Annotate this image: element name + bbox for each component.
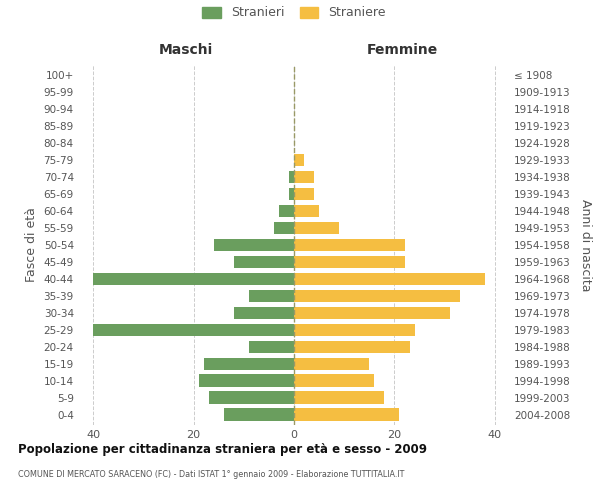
Bar (274, 222, 294, 234)
Bar (294, 306, 450, 320)
Text: COMUNE DI MERCATO SARACENO (FC) - Dati ISTAT 1° gennaio 2009 - Elaborazione TUTT: COMUNE DI MERCATO SARACENO (FC) - Dati I… (18, 470, 404, 479)
Text: Popolazione per cittadinanza straniera per età e sesso - 2009: Popolazione per cittadinanza straniera p… (18, 442, 427, 456)
Bar (289, 188, 294, 200)
Bar (249, 340, 294, 353)
Bar (93, 324, 294, 336)
Legend: Stranieri, Straniere: Stranieri, Straniere (202, 6, 386, 20)
Bar (294, 222, 339, 234)
Bar (294, 170, 314, 183)
Bar (294, 374, 374, 387)
Bar (294, 358, 370, 370)
Bar (294, 392, 385, 404)
Text: Femmine: Femmine (367, 44, 437, 58)
Bar (289, 170, 294, 183)
Bar (294, 290, 460, 302)
Bar (209, 392, 294, 404)
Bar (294, 154, 304, 166)
Bar (234, 306, 294, 320)
Bar (199, 374, 294, 387)
Bar (249, 290, 294, 302)
Bar (294, 340, 410, 353)
Bar (93, 272, 294, 285)
Bar (294, 238, 404, 252)
Text: Maschi: Maschi (159, 44, 213, 58)
Bar (294, 408, 400, 421)
Bar (203, 358, 294, 370)
Bar (234, 256, 294, 268)
Bar (224, 408, 294, 421)
Bar (294, 256, 404, 268)
Bar (294, 204, 319, 218)
Bar (214, 238, 294, 252)
Bar (279, 204, 294, 218)
Bar (294, 324, 415, 336)
Y-axis label: Anni di nascita: Anni di nascita (579, 198, 592, 291)
Bar (294, 188, 314, 200)
Y-axis label: Fasce di età: Fasce di età (25, 208, 38, 282)
Bar (294, 272, 485, 285)
